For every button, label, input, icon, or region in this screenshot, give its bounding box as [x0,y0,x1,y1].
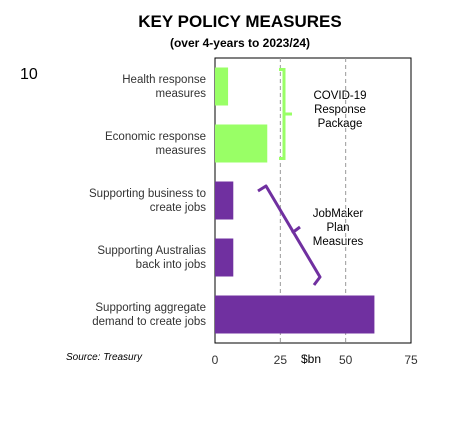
slide-number: 10 [20,66,38,83]
bar [215,124,268,163]
category-label-line: measures [155,144,207,157]
x-tick-label: 25 [274,353,288,367]
annotation-label-line: COVID-19 [313,90,367,102]
category-label: Supporting Australias back into jobs [36,244,206,272]
bar [215,295,375,334]
category-label-line: demand to create jobs [92,315,206,328]
category-label-line: Health response [122,73,206,86]
annotation-label-line: JobMaker [312,208,364,220]
category-label-line: measures [155,87,207,100]
jobmaker-bracket [257,184,322,286]
bar [215,238,234,277]
category-label: Health response measures [36,73,206,101]
x-axis-unit-label: $bn [301,352,322,366]
category-label-line: create jobs [149,201,206,214]
x-tick-label: 0 [212,353,219,367]
category-label: Economic response measures [36,130,206,158]
chart-title: KEY POLICY MEASURES [138,12,342,31]
annotation-label: COVID-19 Response Package [300,89,380,131]
annotation-label-line: Package [317,118,363,130]
source-note: Source: Treasury [66,352,142,363]
x-tick-label: 75 [404,353,418,367]
category-label-line: Supporting Australias [97,244,206,257]
bar [215,181,234,220]
category-label: Supporting aggregate demand to create job… [36,301,206,329]
x-tick-label: 50 [339,353,353,367]
category-label-line: Supporting aggregate [95,301,206,314]
category-label-line: Supporting business to [89,187,206,200]
category-label-line: back into jobs [135,258,206,271]
bar [215,67,229,106]
covid-bracket [279,68,292,160]
chart-subtitle: (over 4-years to 2023/24) [169,36,311,50]
annotation-label: JobMaker Plan Measures [296,207,380,249]
category-label: Supporting business to create jobs [36,187,206,215]
category-label-line: Economic response [105,130,206,143]
annotation-label-line: Measures [312,236,364,248]
annotation-label-line: Plan [326,222,350,234]
annotation-label-line: Response [314,104,366,116]
